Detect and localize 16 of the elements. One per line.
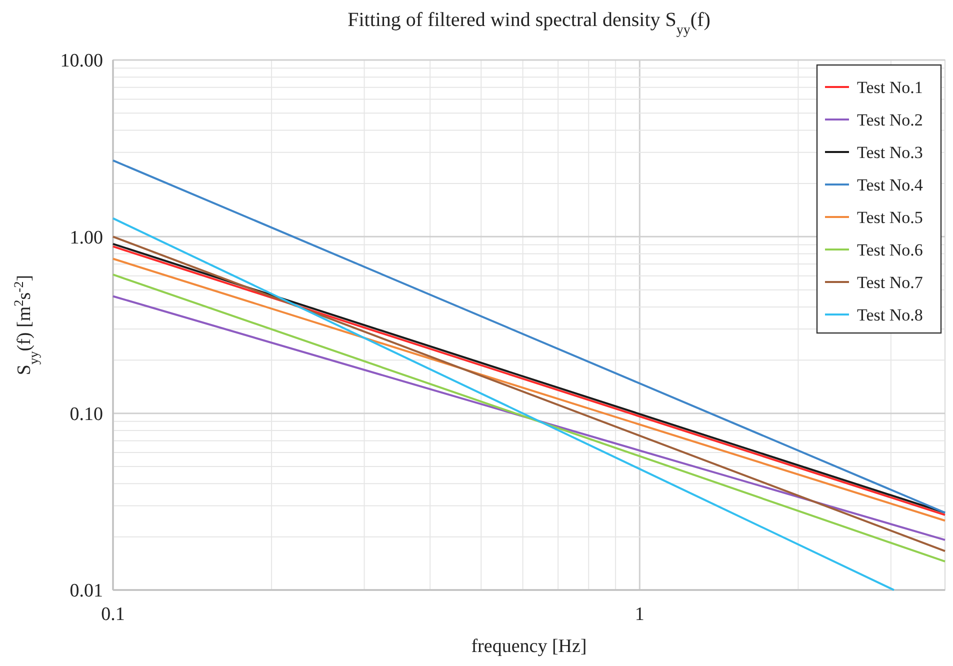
legend-label: Test No.4 <box>857 175 924 194</box>
chart-title: Fitting of filtered wind spectral density S$_{yy}$(f) <box>348 9 710 38</box>
y-tick-label: 0.01 <box>70 580 103 602</box>
legend-label: Test No.7 <box>857 272 924 292</box>
y-tick-label: 0.10 <box>70 404 103 425</box>
legend-label: Test No.8 <box>857 305 923 324</box>
y-tick-label: 1.00 <box>70 227 103 248</box>
x-tick-label: 0.1 <box>101 604 125 625</box>
legend-label: Test No.2 <box>857 110 923 130</box>
legend-label: Test No.5 <box>857 208 923 227</box>
legend-label: Test No.1 <box>857 78 923 97</box>
x-axis-title: frequency [Hz] <box>471 636 587 657</box>
y-tick-label: 10.00 <box>60 50 103 72</box>
legend-label: Test No.3 <box>857 142 923 162</box>
x-tick-label: 1 <box>634 604 644 625</box>
legend-label: Test No.6 <box>857 240 923 260</box>
